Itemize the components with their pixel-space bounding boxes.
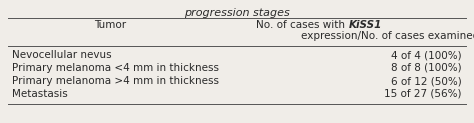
Text: Metastasis: Metastasis: [12, 89, 68, 99]
Text: progression stages: progression stages: [184, 8, 290, 18]
Text: Primary melanoma >4 mm in thickness: Primary melanoma >4 mm in thickness: [12, 76, 219, 86]
Text: 15 of 27 (56%): 15 of 27 (56%): [384, 89, 462, 99]
Text: 4 of 4 (100%): 4 of 4 (100%): [392, 50, 462, 60]
Text: 8 of 8 (100%): 8 of 8 (100%): [392, 63, 462, 73]
Text: Nevocellular nevus: Nevocellular nevus: [12, 50, 111, 60]
Text: KiSS1: KiSS1: [349, 20, 383, 30]
Text: expression/No. of cases examined: expression/No. of cases examined: [301, 31, 474, 41]
Text: 6 of 12 (50%): 6 of 12 (50%): [391, 76, 462, 86]
Text: No. of cases with: No. of cases with: [256, 20, 348, 30]
Text: Primary melanoma <4 mm in thickness: Primary melanoma <4 mm in thickness: [12, 63, 219, 73]
Text: Tumor: Tumor: [94, 20, 126, 30]
